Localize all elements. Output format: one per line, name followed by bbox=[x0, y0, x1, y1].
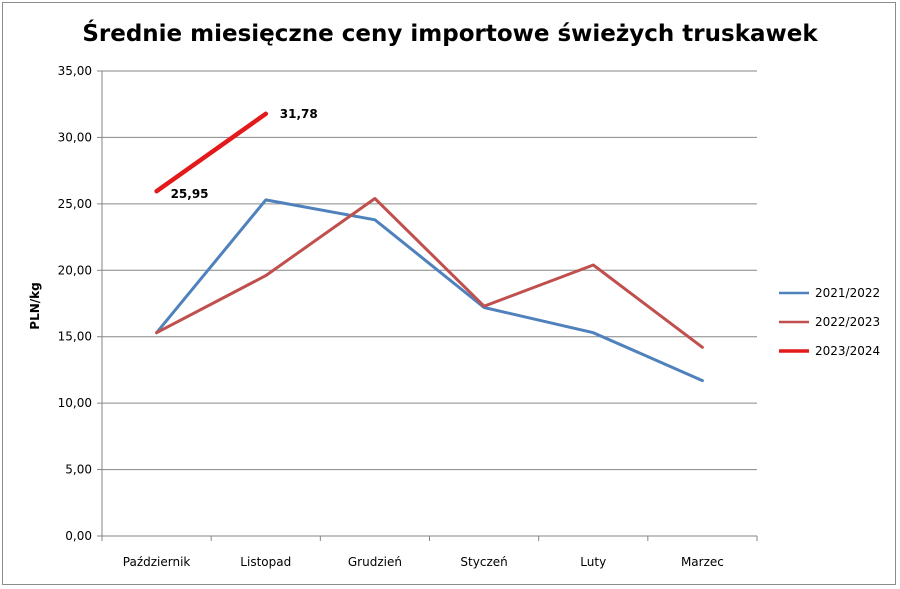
y-tick-label: 25,00 bbox=[58, 197, 92, 211]
y-tick-labels: 0,00 5,00 10,00 15,00 20,00 25,00 30,00 35,00 bbox=[58, 64, 92, 543]
legend-label: 2021/2022 bbox=[815, 286, 880, 300]
legend-label: 2022/2023 bbox=[815, 315, 880, 329]
x-tick-label: Marzec bbox=[681, 555, 724, 569]
series-line bbox=[154, 111, 269, 194]
series-line bbox=[155, 198, 704, 383]
legend-label: 2023/2024 bbox=[815, 344, 880, 358]
x-tick-label: Październik bbox=[123, 555, 191, 569]
x-tick-label: Luty bbox=[580, 555, 606, 569]
y-tick-label: 35,00 bbox=[58, 64, 92, 78]
y-tick-label: 30,00 bbox=[58, 130, 92, 144]
y-axis-title: PLN/kg bbox=[28, 282, 42, 329]
data-labels: 25,95 31,78 bbox=[171, 107, 318, 201]
series-lines bbox=[154, 111, 704, 383]
y-tick-label: 15,00 bbox=[58, 330, 92, 344]
axes bbox=[97, 70, 758, 541]
legend: 2021/2022 2022/2023 2023/2024 bbox=[779, 286, 880, 358]
y-tick-label: 20,00 bbox=[58, 263, 92, 277]
x-tick-label: Styczeń bbox=[460, 555, 507, 569]
data-label: 31,78 bbox=[280, 107, 318, 121]
data-label: 25,95 bbox=[171, 187, 209, 201]
grid-lines bbox=[102, 70, 757, 471]
chart-svg: Średnie miesięczne ceny importowe świeży… bbox=[28, 19, 880, 569]
x-tick-label: Listopad bbox=[240, 555, 291, 569]
x-tick-label: Grudzień bbox=[348, 555, 402, 569]
chart-title: Średnie miesięczne ceny importowe świeży… bbox=[82, 19, 818, 47]
y-tick-label: 0,00 bbox=[65, 529, 92, 543]
y-tick-label: 5,00 bbox=[65, 463, 92, 477]
series-line bbox=[155, 197, 704, 349]
y-tick-label: 10,00 bbox=[58, 396, 92, 410]
x-tick-labels: Październik Listopad Grudzień Styczeń Luty Ma… bbox=[123, 555, 724, 569]
